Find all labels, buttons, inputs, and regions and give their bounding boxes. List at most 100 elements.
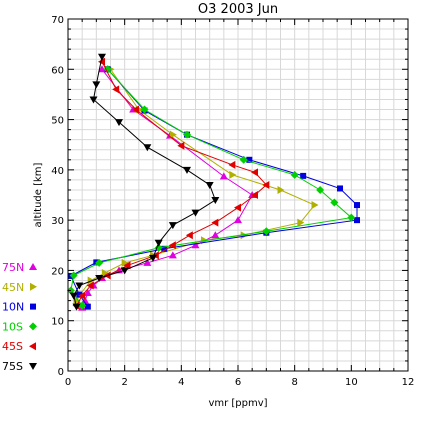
- data-point-45s: [262, 180, 270, 189]
- data-point-45n: [311, 201, 319, 210]
- data-point-45s: [211, 218, 219, 227]
- chart-title: O3 2003 Jun: [198, 2, 278, 17]
- y-tick-label: 40: [51, 166, 64, 177]
- data-point-45s: [168, 241, 176, 250]
- data-point-75s: [69, 292, 78, 300]
- data-point-75s: [211, 197, 220, 205]
- legend-marker-45s: [29, 342, 36, 351]
- y-tick-label: 60: [51, 65, 64, 76]
- y-axis-label: altitude [km]: [33, 162, 44, 227]
- data-point-75n: [219, 172, 228, 180]
- data-point-75s: [89, 96, 98, 104]
- series-line-10s: [70, 68, 353, 306]
- x-tick-label: 8: [291, 377, 297, 388]
- series-line-45s: [76, 61, 268, 306]
- data-point-45s: [234, 203, 241, 212]
- y-tick-label: 10: [51, 317, 64, 328]
- data-point-75s: [168, 222, 177, 230]
- data-point-75s: [149, 254, 157, 262]
- data-point-45s: [228, 160, 236, 169]
- x-tick-label: 4: [178, 377, 184, 388]
- data-point-45n: [121, 258, 129, 267]
- data-point-10s: [140, 105, 149, 114]
- data-point-10n: [300, 172, 307, 179]
- data-point-45s: [112, 85, 120, 94]
- data-point-10s: [239, 155, 248, 164]
- y-tick-label: 20: [51, 266, 64, 277]
- data-point-10s: [330, 198, 339, 207]
- data-point-10s: [347, 213, 356, 222]
- data-point-75s: [75, 282, 84, 290]
- data-point-45s: [132, 105, 139, 114]
- data-point-75n: [234, 216, 242, 224]
- data-point-45s: [251, 168, 258, 177]
- grid-lines: [67, 18, 409, 372]
- data-point-75s: [92, 81, 101, 89]
- y-tick-label: 50: [51, 116, 64, 127]
- y-axis-ticks: 0 10 20 30 40 50 60 70: [51, 15, 408, 378]
- legend-marker-45n: [30, 282, 37, 291]
- data-point-10s: [103, 65, 112, 74]
- x-axis-ticks: 0 2 4 6 8 10 12: [65, 19, 415, 388]
- data-point-45n: [240, 231, 248, 240]
- data-point-10s: [95, 258, 104, 267]
- data-point-10s: [78, 301, 87, 310]
- legend-label-75n: 75N: [2, 261, 24, 274]
- legend-label-45n: 45N: [2, 281, 24, 294]
- data-point-10s: [262, 227, 271, 236]
- series-10s: [66, 65, 356, 310]
- legend-label-10s: 10S: [2, 320, 23, 333]
- data-point-75s: [191, 209, 200, 217]
- series-75n: [78, 65, 257, 311]
- data-point-45n: [277, 185, 285, 194]
- data-point-75s: [183, 166, 191, 174]
- data-point-45n: [229, 170, 237, 179]
- legend-marker-10s: [29, 322, 37, 331]
- data-point-10n: [76, 291, 83, 298]
- data-point-10s: [154, 243, 163, 252]
- data-point-75s: [72, 303, 81, 311]
- x-tick-label: 6: [235, 377, 241, 388]
- x-tick-label: 12: [402, 377, 415, 388]
- legend-marker-75s: [29, 363, 37, 370]
- data-point-10s: [69, 271, 78, 280]
- series-75s: [69, 53, 220, 311]
- data-point-75n: [191, 241, 200, 249]
- data-point-75n: [81, 296, 89, 304]
- legend-marker-10n: [30, 303, 36, 310]
- data-point-45n: [169, 130, 177, 139]
- series-line-75n: [81, 68, 253, 308]
- data-point-75n: [211, 231, 220, 239]
- x-axis-label: vmr [ppmv]: [208, 398, 267, 409]
- data-point-75n: [98, 65, 106, 73]
- data-point-75n: [168, 251, 177, 259]
- y-tick-label: 0: [58, 367, 64, 378]
- data-point-75s: [205, 181, 214, 189]
- data-point-45s: [86, 281, 94, 290]
- legend-label-75s: 75S: [2, 360, 23, 373]
- legend-marker-75n: [29, 263, 37, 270]
- data-point-75s: [98, 53, 106, 61]
- data-point-10n: [337, 185, 343, 192]
- data-point-75s: [154, 239, 163, 247]
- data-point-10n: [84, 303, 91, 310]
- data-point-45s: [185, 231, 193, 240]
- x-tick-label: 2: [121, 377, 127, 388]
- data-point-75n: [143, 258, 152, 266]
- x-tick-label: 10: [345, 377, 358, 388]
- data-point-10n: [246, 156, 253, 163]
- data-point-10s: [183, 130, 191, 139]
- data-point-45s: [251, 191, 258, 199]
- data-point-45n: [101, 268, 109, 277]
- legend: 75N 45N 10N 10S 45S 75S: [2, 261, 37, 373]
- data-point-10s: [316, 185, 325, 194]
- data-series: [66, 53, 360, 311]
- data-point-10s: [290, 170, 299, 179]
- data-point-45n: [297, 218, 305, 227]
- data-point-75s: [95, 274, 104, 282]
- data-point-10n: [354, 217, 360, 224]
- y-tick-label: 30: [51, 216, 64, 227]
- legend-label-10n: 10N: [2, 301, 24, 314]
